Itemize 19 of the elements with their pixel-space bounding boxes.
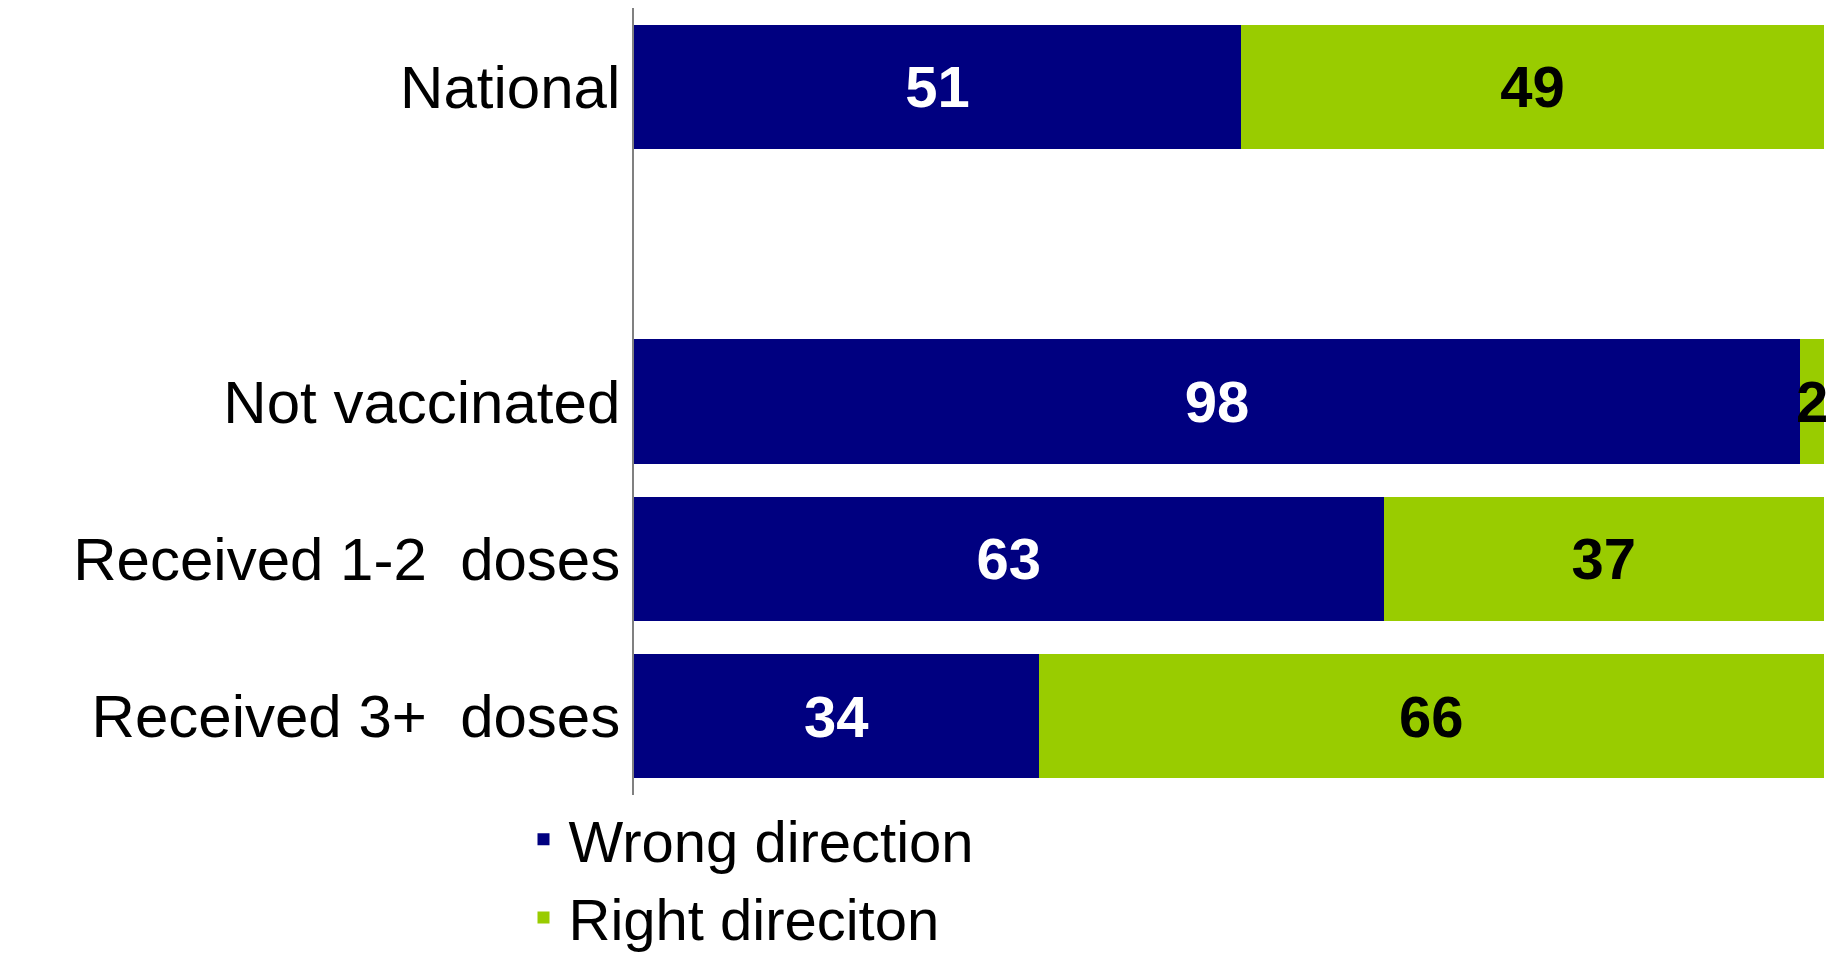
data-label: 98 bbox=[1184, 369, 1250, 434]
data-label: 49 bbox=[1500, 54, 1565, 120]
data-label: 63 bbox=[976, 526, 1042, 592]
bar bbox=[1038, 654, 1824, 779]
bar bbox=[634, 654, 1039, 779]
y-tick-label: National bbox=[400, 53, 621, 121]
bar bbox=[1383, 496, 1824, 622]
y-tick-label: Not vaccinated bbox=[223, 368, 621, 436]
data-label: 66 bbox=[1399, 683, 1464, 749]
bar bbox=[1240, 24, 1824, 149]
bar bbox=[634, 496, 1384, 622]
legend-label: Wrong direction bbox=[568, 808, 974, 874]
bar bbox=[634, 24, 1241, 149]
y-tick-label: Received 3+ doses bbox=[91, 683, 621, 751]
y-tick-label: Received 1-2 doses bbox=[73, 525, 621, 593]
data-label: 51 bbox=[905, 54, 970, 120]
data-label: 34 bbox=[804, 683, 869, 749]
data-label: 37 bbox=[1571, 526, 1637, 592]
legend-label: Right direciton bbox=[568, 887, 940, 953]
